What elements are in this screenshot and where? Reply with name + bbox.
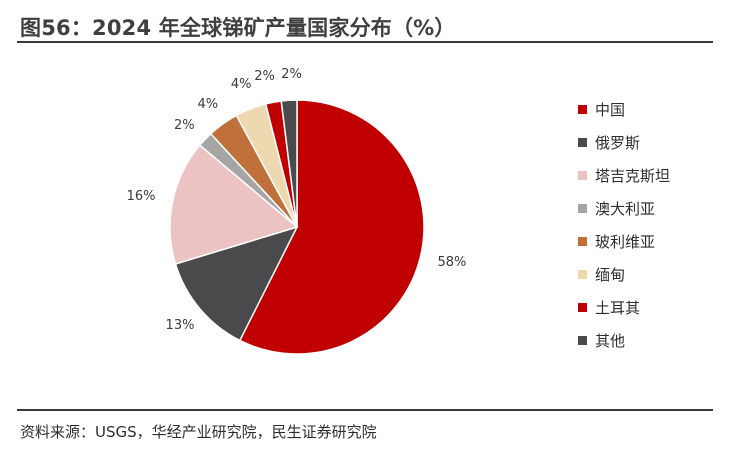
legend-item: 俄罗斯 xyxy=(578,129,670,155)
pie-slice-label-4: 2% xyxy=(174,118,195,133)
legend-item: 玻利维亚 xyxy=(578,228,670,254)
legend-swatch xyxy=(578,137,587,147)
legend: 中国俄罗斯塔吉克斯坦澳大利亚玻利维亚缅甸土耳其其他 xyxy=(578,96,670,361)
legend-swatch xyxy=(578,236,587,246)
pie-slice-label-6: 4% xyxy=(231,77,252,92)
pie-slice-8 xyxy=(280,99,298,228)
legend-swatch xyxy=(578,336,587,346)
legend-swatch xyxy=(578,203,587,213)
legend-item: 中国 xyxy=(578,96,670,122)
title-rule xyxy=(17,41,713,43)
legend-label: 其他 xyxy=(595,332,626,351)
legend-swatch xyxy=(578,269,587,279)
legend-label: 塔吉克斯坦 xyxy=(595,166,671,185)
pie-slice-label-1: 58% xyxy=(437,255,466,270)
source-note: 资料来源：USGS，华经产业研究院，民生证券研究院 xyxy=(20,423,377,441)
legend-item: 塔吉克斯坦 xyxy=(578,162,670,188)
pie-slice-label-7: 2% xyxy=(254,69,275,84)
legend-label: 澳大利亚 xyxy=(595,199,656,218)
legend-label: 玻利维亚 xyxy=(595,232,656,251)
legend-item: 澳大利亚 xyxy=(578,195,670,221)
figure-title: 图56：2024 年全球锑矿产量国家分布（%） xyxy=(20,16,456,40)
pie-slice-3 xyxy=(169,144,299,265)
pie-slice-label-3: 16% xyxy=(127,189,156,204)
legend-item: 土耳其 xyxy=(578,295,670,321)
legend-label: 缅甸 xyxy=(595,265,626,284)
pie-slice-label-5: 4% xyxy=(197,97,218,112)
pie-labels: 58%13%16%2%4%4%2% 2% xyxy=(127,67,467,333)
legend-swatch xyxy=(578,104,587,114)
bottom-rule xyxy=(17,409,713,411)
legend-swatch xyxy=(578,303,587,313)
pie-slice-label-8: 2% xyxy=(281,67,302,82)
legend-label: 土耳其 xyxy=(595,299,641,318)
legend-label: 俄罗斯 xyxy=(595,133,641,152)
pie-slice-label-2: 13% xyxy=(166,318,195,333)
legend-label: 中国 xyxy=(595,100,626,119)
pie-slices xyxy=(169,99,425,355)
legend-swatch xyxy=(578,170,587,180)
legend-item: 缅甸 xyxy=(578,261,670,287)
pie-slice-1 xyxy=(238,99,425,355)
legend-item: 其他 xyxy=(578,328,670,354)
